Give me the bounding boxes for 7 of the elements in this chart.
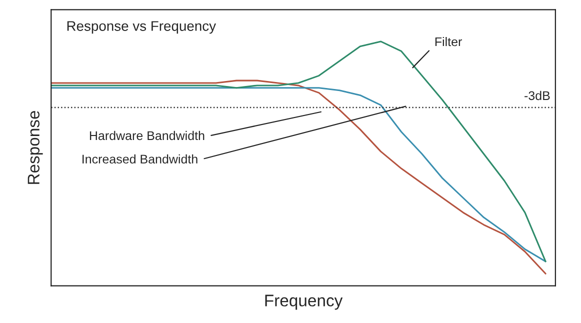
chart-title: Response vs Frequency: [67, 21, 216, 34]
annotation: Increased Bandwidth: [82, 154, 198, 164]
annotation: Hardware Bandwidth: [90, 130, 204, 140]
y-axis-title: Response: [28, 110, 43, 184]
x-axis-title: Frequency: [265, 294, 343, 310]
ref-line-label: -3dB: [524, 90, 550, 100]
annotation: Filter: [435, 37, 462, 46]
